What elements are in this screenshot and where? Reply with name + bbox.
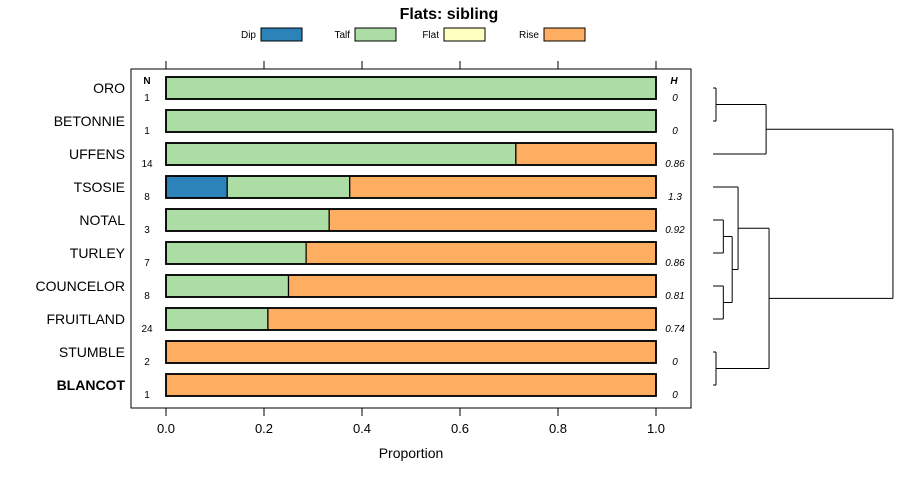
- row-stumble: STUMBLE 2 0: [59, 340, 678, 368]
- h-header: H: [670, 76, 678, 87]
- category-label: FRUITLAND: [46, 311, 125, 327]
- bar-segment-talf: [165, 307, 269, 331]
- legend-swatch-rise: [543, 27, 586, 42]
- bar-outline: [165, 373, 657, 397]
- category-label: TURLEY: [70, 245, 126, 261]
- x-tick-label: 1.0: [647, 421, 665, 436]
- category-label: NOTAL: [79, 212, 125, 228]
- x-tick-label: 0.6: [451, 421, 469, 436]
- bar-outline: [165, 274, 657, 298]
- plot-frame: [130, 68, 692, 409]
- bar-segment-rise: [165, 340, 657, 364]
- dendrogram: [713, 87, 894, 386]
- n-value: 8: [144, 291, 150, 302]
- bar-segment-rise: [305, 241, 657, 265]
- x-tick-label: 0.2: [255, 421, 273, 436]
- n-value: 8: [144, 192, 150, 203]
- bar-outline: [165, 340, 657, 364]
- category-label: UFFENS: [69, 146, 125, 162]
- h-value: 0: [672, 93, 678, 104]
- n-value: 1: [144, 390, 150, 401]
- bar-segment-talf: [226, 175, 351, 199]
- bar-segment-talf: [165, 109, 657, 133]
- bar-segment-talf: [165, 241, 307, 265]
- x-tick-label: 0.8: [549, 421, 567, 436]
- h-value: 0.86: [665, 159, 685, 170]
- h-value: 1.3: [668, 192, 682, 203]
- h-value: 0.81: [665, 291, 684, 302]
- bar-segment-talf: [165, 142, 517, 166]
- rows: ORO 1 0 BETONNIE 1 0 UFFENS 14 0.86 TSOSIE 8 1.3 NOT…: [36, 76, 685, 401]
- bar-segment-talf: [165, 208, 330, 232]
- bar-segment-rise: [515, 142, 657, 166]
- bar-segment-rise: [165, 373, 657, 397]
- h-value: 0: [672, 126, 678, 137]
- h-value: 0: [672, 390, 678, 401]
- chart-title: Flats: sibling: [400, 6, 499, 23]
- bar-outline: [165, 175, 657, 199]
- bar-outline: [165, 76, 657, 100]
- row-notal: NOTAL 3 0.92: [79, 208, 685, 236]
- row-fruitland: FRUITLAND 24 0.74: [46, 307, 685, 335]
- row-uffens: UFFENS 14 0.86: [69, 142, 685, 170]
- row-councelor: COUNCELOR 8 0.81: [36, 274, 685, 302]
- legend-label-talf: Talf: [334, 30, 350, 41]
- legend-swatch-flat: [443, 27, 486, 42]
- n-value: 3: [144, 225, 150, 236]
- category-label: ORO: [93, 80, 125, 96]
- legend: Dip Talf Flat Rise: [241, 27, 586, 42]
- legend-label-flat: Flat: [422, 30, 439, 41]
- h-value: 0.92: [665, 225, 685, 236]
- bar-segment-talf: [165, 274, 290, 298]
- n-value: 24: [141, 324, 153, 335]
- bar-segment-rise: [328, 208, 657, 232]
- h-value: 0.86: [665, 258, 685, 269]
- bar-outline: [165, 109, 657, 133]
- category-label: BETONNIE: [54, 113, 125, 129]
- legend-label-rise: Rise: [519, 30, 539, 41]
- bar-outline: [165, 307, 657, 331]
- category-label: BLANCOT: [57, 377, 126, 393]
- bar-outline: [165, 142, 657, 166]
- n-value: 1: [144, 126, 150, 137]
- n-value: 1: [144, 93, 150, 104]
- bar-outline: [165, 208, 657, 232]
- row-turley: TURLEY 7 0.86: [70, 241, 685, 269]
- row-betonnie: BETONNIE 1 0: [54, 109, 678, 137]
- n-value: 7: [144, 258, 150, 269]
- bar-segment-rise: [349, 175, 657, 199]
- bar-segment-rise: [267, 307, 657, 331]
- bar-segment-rise: [287, 274, 657, 298]
- row-blancot: BLANCOT 1 0: [57, 373, 678, 401]
- row-oro: ORO 1 0: [93, 76, 678, 104]
- legend-swatch-talf: [354, 27, 397, 42]
- bar-segment-dip: [165, 175, 228, 199]
- bar-segment-talf: [165, 76, 657, 100]
- h-value: 0: [672, 357, 678, 368]
- legend-label-dip: Dip: [241, 30, 256, 41]
- legend-swatch-dip: [260, 27, 303, 42]
- n-header: N: [143, 76, 150, 87]
- x-axis: 0.0 0.2 0.4 0.6 0.8 1.0: [157, 61, 665, 436]
- row-tsosie: TSOSIE 8 1.3: [74, 175, 682, 203]
- category-label: TSOSIE: [74, 179, 125, 195]
- category-label: COUNCELOR: [36, 278, 125, 294]
- n-value: 14: [141, 159, 153, 170]
- x-axis-title: Proportion: [379, 445, 444, 461]
- x-tick-label: 0.0: [157, 421, 175, 436]
- h-value: 0.74: [665, 324, 685, 335]
- category-label: STUMBLE: [59, 344, 125, 360]
- bar-outline: [165, 241, 657, 265]
- x-tick-label: 0.4: [353, 421, 371, 436]
- n-value: 2: [144, 357, 150, 368]
